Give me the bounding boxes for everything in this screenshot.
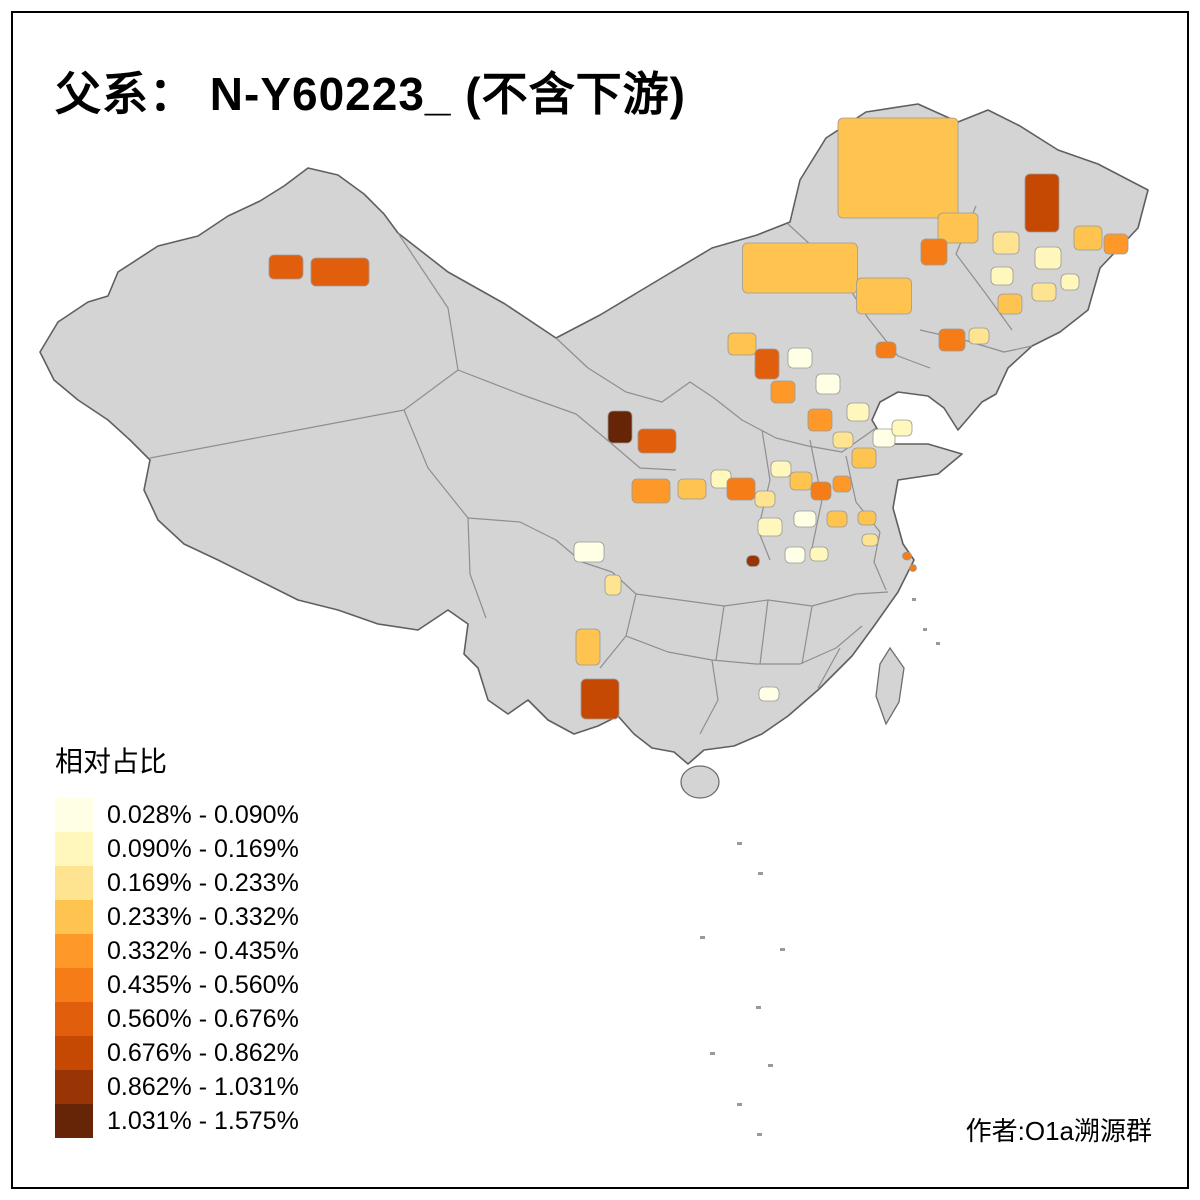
map-region: [754, 348, 780, 380]
legend-label: 0.233% - 0.332%: [107, 902, 299, 931]
legend-label: 0.169% - 0.233%: [107, 868, 299, 897]
legend-swatch: [55, 1002, 93, 1036]
map-region: [861, 533, 879, 547]
legend-swatch: [55, 798, 93, 832]
legend-label: 0.435% - 0.560%: [107, 970, 299, 999]
legend-label: 0.332% - 0.435%: [107, 936, 299, 965]
legend-label: 0.676% - 0.862%: [107, 1038, 299, 1067]
map-region: [604, 574, 622, 596]
legend-items: 0.028% - 0.090% 0.090% - 0.169% 0.169% - 0…: [55, 798, 299, 1138]
legend-swatch: [55, 866, 93, 900]
map-region: [677, 478, 707, 500]
map-region: [809, 546, 829, 562]
map-region: [268, 254, 304, 280]
legend-item: 0.862% - 1.031%: [55, 1070, 299, 1104]
map-region: [770, 380, 796, 404]
legend-item: 0.090% - 0.169%: [55, 832, 299, 866]
map-region: [310, 257, 370, 287]
map-region: [832, 431, 854, 449]
legend-item: 0.028% - 0.090%: [55, 798, 299, 832]
map-region: [937, 212, 979, 244]
map-region: [1031, 282, 1057, 302]
map-region: [846, 402, 870, 422]
legend-item: 0.435% - 0.560%: [55, 968, 299, 1002]
legend-swatch: [55, 1036, 93, 1070]
map-region: [787, 347, 813, 369]
map-region: [875, 341, 897, 359]
map-region: [920, 238, 948, 266]
map-region: [746, 555, 760, 567]
colored-regions: [268, 117, 1129, 720]
south-china-sea-islands: [700, 598, 940, 1136]
legend-label: 0.028% - 0.090%: [107, 800, 299, 829]
legend-label: 0.560% - 0.676%: [107, 1004, 299, 1033]
map-region: [1034, 246, 1062, 270]
map-region: [758, 686, 780, 702]
legend-swatch: [55, 934, 93, 968]
legend-item: 0.169% - 0.233%: [55, 866, 299, 900]
map-region: [637, 428, 677, 454]
map-region: [909, 564, 917, 572]
map-region: [727, 332, 757, 356]
legend-item: 1.031% - 1.575%: [55, 1104, 299, 1138]
legend-item: 0.233% - 0.332%: [55, 900, 299, 934]
map-region: [607, 410, 633, 444]
legend-swatch: [55, 968, 93, 1002]
legend: 相对占比 0.028% - 0.090% 0.090% - 0.169% 0.169…: [55, 740, 299, 1138]
legend-label: 0.090% - 0.169%: [107, 834, 299, 863]
legend-swatch: [55, 832, 93, 866]
map-region: [990, 266, 1014, 286]
map-region: [810, 481, 832, 501]
map-region: [851, 447, 877, 469]
map-region: [832, 475, 852, 493]
legend-swatch: [55, 900, 93, 934]
author-credit: 作者:O1a溯源群: [965, 1116, 1152, 1146]
map-region: [789, 471, 813, 491]
map-region: [807, 408, 833, 432]
legend-swatch: [55, 1070, 93, 1104]
map-region: [784, 546, 806, 564]
legend-label: 0.862% - 1.031%: [107, 1072, 299, 1101]
map-region: [872, 428, 896, 448]
legend-item: 0.332% - 0.435%: [55, 934, 299, 968]
map-region: [793, 510, 817, 528]
map-region: [856, 277, 912, 315]
map-region: [1073, 225, 1103, 251]
map-region: [573, 541, 605, 563]
map-region: [580, 678, 620, 720]
legend-item: 0.560% - 0.676%: [55, 1002, 299, 1036]
map-region: [770, 460, 792, 478]
map-region: [815, 373, 841, 395]
map-region: [1103, 233, 1129, 255]
map-region: [826, 510, 848, 528]
map-region: [938, 328, 966, 352]
map-region: [902, 551, 912, 561]
map-region: [968, 327, 990, 345]
legend-label: 1.031% - 1.575%: [107, 1106, 299, 1135]
taiwan-island: [875, 646, 905, 726]
map-region: [891, 419, 913, 437]
map-region: [575, 628, 601, 666]
hainan-island: [680, 765, 720, 799]
map-region: [857, 510, 877, 526]
map-title: 父系： N-Y60223_ (不含下游): [55, 68, 686, 120]
map-region: [1060, 273, 1080, 291]
legend-title: 相对占比: [55, 746, 168, 777]
legend-item: 0.676% - 0.862%: [55, 1036, 299, 1070]
map-region: [757, 517, 783, 537]
map-region: [754, 490, 776, 508]
map-region: [997, 293, 1023, 315]
map-region: [726, 477, 756, 501]
legend-swatch: [55, 1104, 93, 1138]
map-region: [631, 478, 671, 504]
map-region: [1024, 173, 1060, 233]
map-region: [992, 231, 1020, 255]
map-region: [742, 242, 858, 294]
map-region: [837, 117, 959, 219]
